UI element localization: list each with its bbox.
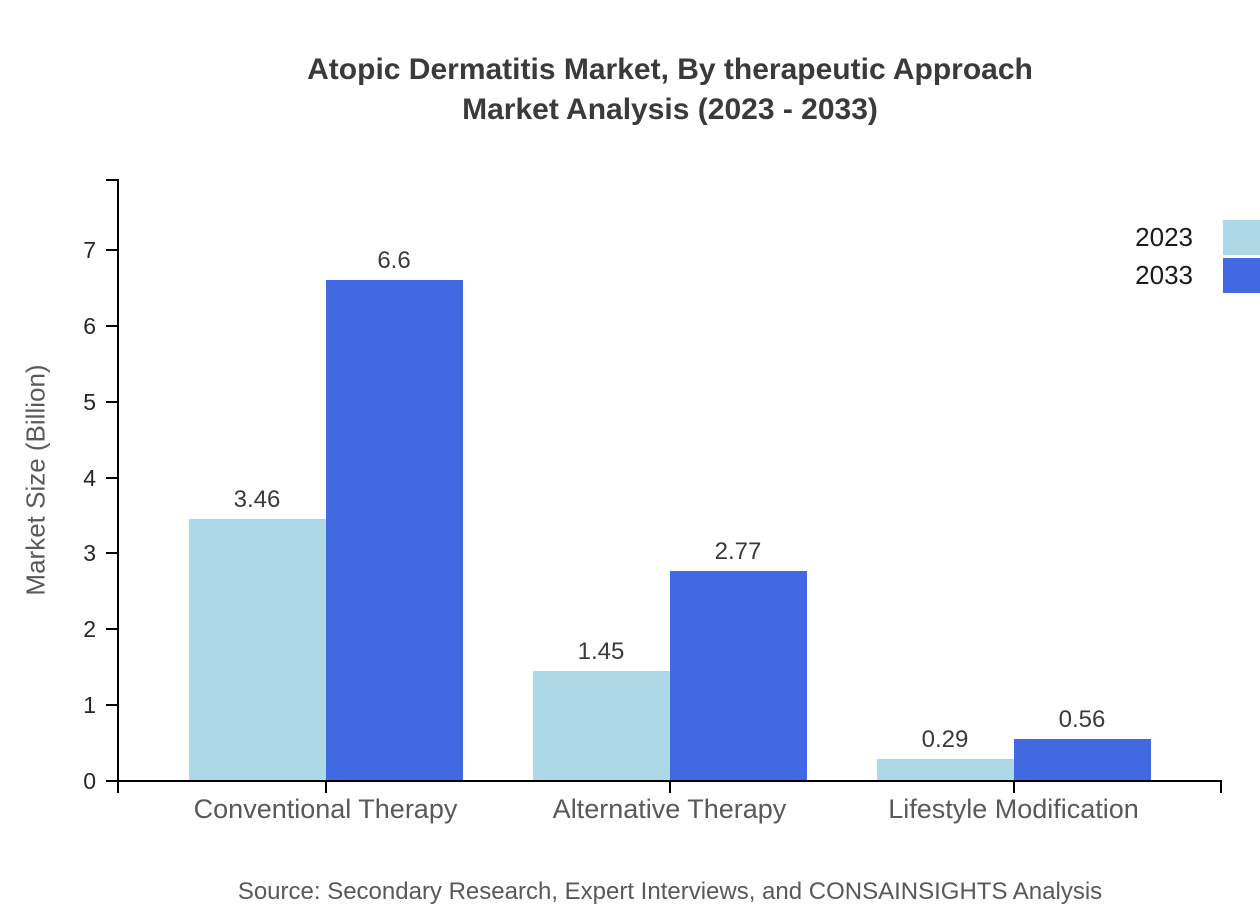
y-tick [106, 477, 118, 479]
y-tick [106, 325, 118, 327]
y-tick [106, 704, 118, 706]
legend-swatch-2033 [1223, 258, 1260, 293]
bar-value-label: 6.6 [377, 247, 411, 274]
y-tick-label: 1 [83, 692, 96, 718]
x-axis-end-cap [1220, 780, 1222, 793]
y-axis-end-cap [106, 179, 119, 181]
y-tick [106, 401, 118, 403]
legend-label-2033: 2033 [1135, 260, 1193, 290]
y-tick-label: 4 [83, 465, 96, 491]
bar-2033-2 [1013, 739, 1151, 781]
y-tick-label: 3 [83, 540, 96, 566]
x-tick [1012, 781, 1015, 793]
bar-2033-0 [325, 280, 463, 781]
x-tick [668, 781, 671, 793]
bar-value-label: 1.45 [577, 638, 625, 665]
chart-title: Atopic Dermatitis Market, By therapeutic… [118, 50, 1222, 130]
bar-value-label: 0.56 [1058, 706, 1106, 733]
bar-value-label: 0.29 [921, 726, 969, 753]
x-category-label: Lifestyle Modification [888, 794, 1139, 824]
bar-2023-0 [188, 519, 326, 781]
bar-value-label: 3.46 [233, 486, 281, 513]
y-tick-label: 6 [83, 313, 96, 339]
y-axis-line [117, 180, 119, 793]
y-tick-label: 5 [83, 389, 96, 415]
x-tick [324, 781, 327, 793]
y-tick [106, 249, 118, 251]
source-note: Source: Secondary Research, Expert Inter… [237, 878, 1103, 905]
y-tick-label: 0 [83, 768, 96, 794]
y-tick [106, 628, 118, 630]
y-tick [106, 552, 118, 554]
legend-swatch-2023 [1223, 220, 1260, 255]
bar-2033-1 [669, 571, 807, 781]
x-category-label: Conventional Therapy [193, 794, 458, 824]
x-category-label: Alternative Therapy [552, 794, 787, 824]
legend-item-2033: 2033 [1135, 258, 1260, 293]
y-tick [106, 780, 118, 782]
bar-value-label: 2.77 [714, 538, 762, 565]
bar-2023-1 [532, 671, 670, 781]
legend-label-2023: 2023 [1135, 222, 1193, 252]
y-tick-label: 7 [83, 237, 96, 263]
y-tick-label: 2 [83, 616, 96, 642]
chart-title-line1: Atopic Dermatitis Market, By therapeutic… [307, 53, 1033, 86]
chart-title-line2: Market Analysis (2023 - 2033) [462, 93, 878, 126]
legend-item-2023: 2023 [1135, 220, 1260, 255]
bar-2023-2 [876, 759, 1014, 781]
